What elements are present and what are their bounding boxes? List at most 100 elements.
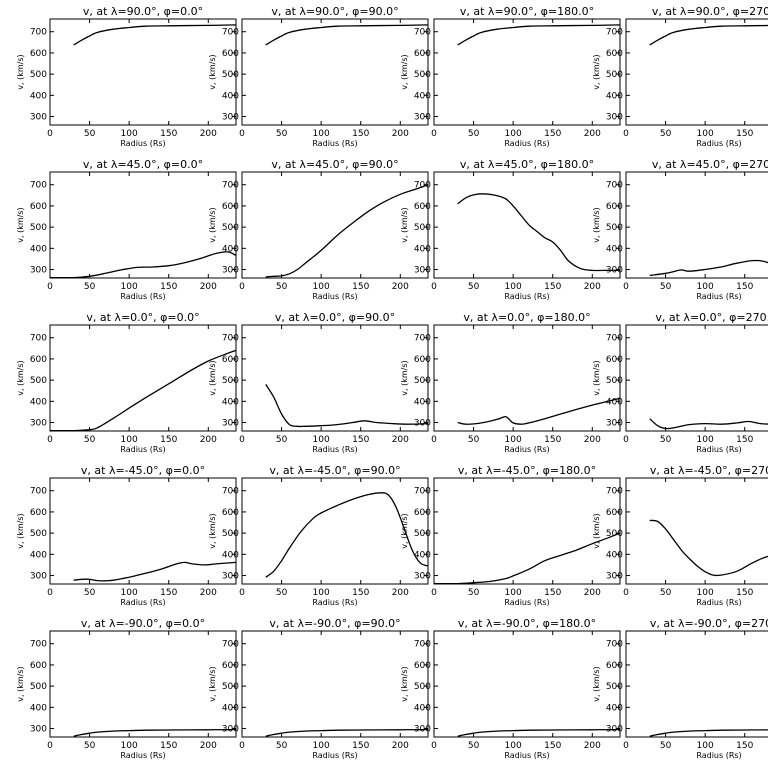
y-tick-label: 500 bbox=[30, 682, 47, 692]
y-axis-label: v, (km/s) bbox=[592, 360, 601, 395]
chart-title: v, at λ=-45.0°, φ=0.0° bbox=[81, 464, 205, 477]
x-tick-label: 0 bbox=[47, 282, 53, 292]
y-tick-label: 400 bbox=[414, 244, 431, 254]
chart-title: v, at λ=45.0°, φ=90.0° bbox=[271, 158, 398, 171]
x-tick-label: 150 bbox=[352, 588, 369, 598]
y-tick-label: 500 bbox=[222, 682, 239, 692]
y-axis-label: v, (km/s) bbox=[400, 207, 409, 242]
y-axis-label: v, (km/s) bbox=[16, 513, 25, 548]
chart-title: v, at λ=90.0°, φ=180.0° bbox=[460, 5, 594, 18]
y-tick-label: 500 bbox=[30, 223, 47, 233]
x-tick-label: 150 bbox=[544, 588, 561, 598]
chart-title: v, at λ=90.0°, φ=90.0° bbox=[271, 5, 398, 18]
chart-panel: v, at λ=45.0°, φ=0.0° 0 50 100 150 200 300 400 5… bbox=[16, 158, 237, 301]
x-tick-label: 200 bbox=[584, 741, 601, 751]
x-tick-label: 50 bbox=[468, 588, 480, 598]
y-tick-label: 700 bbox=[222, 334, 239, 344]
series-line bbox=[649, 729, 768, 737]
y-tick-label: 300 bbox=[222, 113, 239, 123]
y-tick-label: 600 bbox=[414, 355, 431, 365]
chart-title: v, at λ=-45.0°, φ=180.0° bbox=[458, 464, 596, 477]
y-tick-label: 300 bbox=[414, 266, 431, 276]
y-tick-label: 700 bbox=[414, 334, 431, 344]
x-tick-label: 150 bbox=[736, 435, 753, 445]
y-tick-label: 300 bbox=[606, 113, 623, 123]
x-axis-label: Radius (Rs) bbox=[312, 751, 357, 760]
x-axis-label: Radius (Rs) bbox=[504, 445, 549, 454]
x-tick-label: 50 bbox=[468, 741, 480, 751]
x-axis-label: Radius (Rs) bbox=[696, 751, 741, 760]
y-tick-label: 600 bbox=[414, 202, 431, 212]
x-tick-label: 100 bbox=[505, 129, 522, 139]
x-tick-label: 0 bbox=[623, 282, 629, 292]
y-tick-label: 700 bbox=[222, 28, 239, 38]
y-tick-label: 400 bbox=[222, 397, 239, 407]
chart-panel: v, at λ=90.0°, φ=90.0° 0 50 100 150 200 300 400… bbox=[208, 5, 429, 148]
x-axis-label: Radius (Rs) bbox=[504, 598, 549, 607]
series-line bbox=[457, 193, 620, 272]
y-tick-label: 600 bbox=[30, 508, 47, 518]
chart-panel: v, at λ=90.0°, φ=180.0° 0 50 100 150 200 300 40… bbox=[400, 5, 621, 148]
x-axis-label: Radius (Rs) bbox=[312, 598, 357, 607]
chart-panel: v, at λ=-45.0°, φ=270.0°0501001502003004… bbox=[592, 464, 768, 607]
x-tick-label: 100 bbox=[313, 741, 330, 751]
series-line bbox=[73, 24, 237, 46]
y-tick-label: 600 bbox=[414, 49, 431, 59]
x-tick-label: 200 bbox=[392, 129, 409, 139]
x-axis-label: Radius (Rs) bbox=[696, 292, 741, 301]
plot-frame bbox=[49, 171, 237, 279]
x-tick-label: 200 bbox=[584, 588, 601, 598]
x-tick-label: 200 bbox=[584, 435, 601, 445]
y-tick-label: 700 bbox=[30, 487, 47, 497]
y-tick-label: 600 bbox=[222, 661, 239, 671]
y-tick-label: 700 bbox=[222, 487, 239, 497]
x-tick-label: 100 bbox=[697, 282, 714, 292]
x-tick-label: 100 bbox=[697, 741, 714, 751]
x-tick-label: 200 bbox=[584, 129, 601, 139]
x-tick-label: 50 bbox=[84, 282, 96, 292]
x-tick-label: 50 bbox=[468, 435, 480, 445]
chart-panel: v, at λ=45.0°, φ=90.0° 0 50 100 150 200 300 400… bbox=[208, 158, 429, 301]
y-tick-label: 300 bbox=[30, 113, 47, 123]
y-axis-label: v, (km/s) bbox=[208, 513, 217, 548]
x-tick-label: 50 bbox=[84, 435, 96, 445]
y-tick-label: 400 bbox=[606, 91, 623, 101]
x-tick-label: 50 bbox=[276, 129, 288, 139]
plot-frame bbox=[49, 630, 237, 738]
x-tick-label: 200 bbox=[392, 282, 409, 292]
x-tick-label: 0 bbox=[623, 435, 629, 445]
x-axis-label: Radius (Rs) bbox=[504, 751, 549, 760]
chart-panel: v, at λ=45.0°, φ=270.0°05010015020030040… bbox=[592, 158, 768, 301]
x-tick-label: 50 bbox=[276, 435, 288, 445]
x-tick-label: 100 bbox=[313, 129, 330, 139]
y-axis-label: v, (km/s) bbox=[16, 666, 25, 701]
plot-frame bbox=[241, 477, 429, 585]
x-axis-label: Radius (Rs) bbox=[120, 445, 165, 454]
y-tick-label: 500 bbox=[606, 682, 623, 692]
x-tick-label: 200 bbox=[392, 741, 409, 751]
x-tick-label: 200 bbox=[584, 282, 601, 292]
x-tick-label: 100 bbox=[697, 435, 714, 445]
y-tick-label: 600 bbox=[222, 202, 239, 212]
y-tick-label: 600 bbox=[606, 49, 623, 59]
x-tick-label: 0 bbox=[623, 588, 629, 598]
x-tick-label: 0 bbox=[431, 741, 437, 751]
chart-panel: v, at λ=-90.0°, φ=90.0° 0 50 100 150 200 300 40… bbox=[208, 617, 429, 760]
series-line bbox=[433, 532, 621, 585]
y-tick-label: 500 bbox=[606, 223, 623, 233]
chart-title: v, at λ=-45.0°, φ=270.0° bbox=[650, 464, 768, 477]
x-tick-label: 200 bbox=[392, 435, 409, 445]
y-tick-label: 700 bbox=[606, 640, 623, 650]
y-tick-label: 500 bbox=[606, 529, 623, 539]
y-tick-label: 400 bbox=[414, 397, 431, 407]
y-tick-label: 600 bbox=[222, 355, 239, 365]
x-tick-label: 50 bbox=[468, 129, 480, 139]
x-tick-label: 150 bbox=[160, 282, 177, 292]
y-tick-label: 300 bbox=[414, 113, 431, 123]
x-axis-label: Radius (Rs) bbox=[312, 292, 357, 301]
chart-panel: v, at λ=90.0°, φ=270.0°05010015020030040… bbox=[592, 5, 768, 148]
x-tick-label: 200 bbox=[392, 588, 409, 598]
y-axis-label: v, (km/s) bbox=[400, 54, 409, 89]
y-tick-label: 500 bbox=[30, 376, 47, 386]
